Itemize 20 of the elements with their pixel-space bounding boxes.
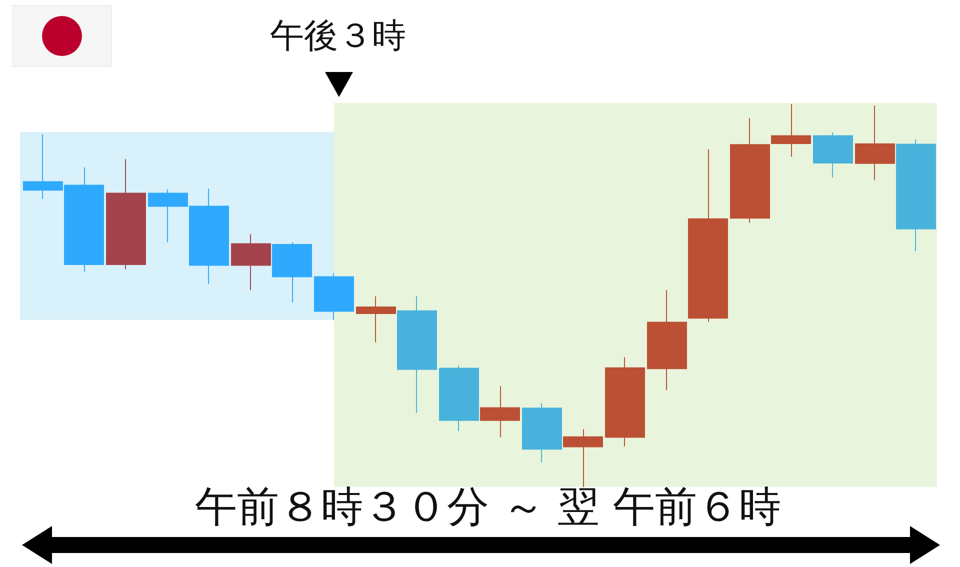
candlestick [272,242,312,303]
candlestick [855,105,895,181]
text: 午後３時 [270,16,406,56]
candlestick [397,296,437,414]
candlestick [688,148,728,322]
candlestick [896,138,936,252]
candlestick [439,364,479,432]
candlestick [314,272,354,320]
candlestick [813,132,853,178]
candlestick [647,290,687,391]
candlestick [106,158,146,270]
candlestick [605,356,645,447]
candlestick [563,428,603,488]
candlestick [730,118,770,224]
candlestick [480,386,520,438]
candlestick [231,234,271,291]
annotation: 午前８時３０分 ～ 翌 午前６時 [194,482,782,531]
candlestick [771,104,811,158]
candlestick [522,402,562,463]
candlestick [356,296,396,343]
